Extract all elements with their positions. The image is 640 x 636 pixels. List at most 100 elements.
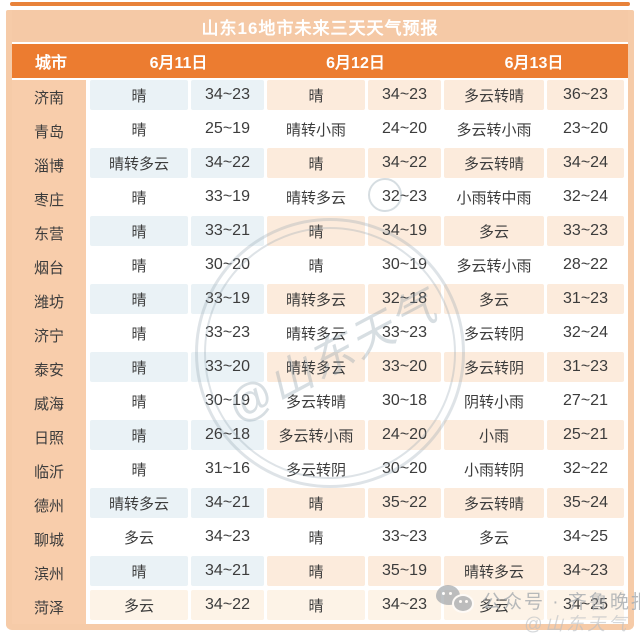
temp-range-cell: 34~21 (191, 488, 264, 518)
table-row: 晴转多云 34~22 晴 34~22 多云转晴 34~24 (90, 148, 628, 178)
table-row: 多云 34~22 晴 34~23 多云 34~25 (90, 590, 628, 620)
table-row: 晴 33~19 晴转多云 32~23 小雨转中雨 32~24 (90, 182, 628, 212)
temp-range-cell: 31~23 (547, 284, 624, 314)
weather-cell: 晴转多云 (267, 284, 365, 314)
weather-cell: 晴 (131, 189, 147, 207)
weather-cell: 多云 (123, 529, 154, 547)
temp-range-cell: 34~22 (368, 148, 441, 178)
temp-range-cell: 30~19 (205, 392, 250, 409)
table-row: 晴 33~23 晴转多云 33~23 多云转阴 32~24 (90, 318, 628, 348)
weather-cell: 晴 (308, 529, 324, 547)
city-cell: 威海 (33, 395, 64, 413)
table-row: 晴转多云 34~21 晴 35~22 多云转晴 35~24 (90, 488, 628, 518)
temp-range-cell: 34~22 (191, 590, 264, 620)
table-row: 晴 33~21 晴 34~19 多云 33~23 (90, 216, 628, 246)
weather-cell: 多云 (444, 216, 544, 246)
temp-range-cell: 35~22 (368, 488, 441, 518)
temp-range-cell: 30~20 (382, 460, 427, 477)
weather-cell: 多云转小雨 (456, 257, 532, 275)
weather-cell: 晴 (90, 420, 188, 450)
weather-cell: 多云转阴 (285, 461, 346, 479)
city-cell: 临沂 (33, 463, 64, 481)
weather-cell: 晴 (308, 257, 324, 275)
temp-range-cell: 33~19 (205, 188, 250, 205)
city-cell: 聊城 (33, 531, 64, 549)
weather-cell: 晴 (131, 121, 147, 139)
city-cell: 德州 (33, 497, 64, 515)
table-row: 晴 33~19 晴转多云 32~18 多云 31~23 (90, 284, 628, 314)
table-row: 晴 31~16 多云转阴 30~20 小雨转阴 32~22 (90, 454, 628, 484)
temp-range-cell: 33~23 (205, 324, 250, 341)
temp-range-cell: 32~22 (563, 460, 608, 477)
temp-range-cell: 34~23 (547, 556, 624, 586)
city-cell: 烟台 (33, 259, 64, 277)
weather-cell: 晴转多云 (267, 352, 365, 382)
temp-range-cell: 33~23 (382, 528, 427, 545)
table-body: 济南 青岛 淄博 枣庄 东营 烟台 潍坊 济宁 泰安 威海 日照 临沂 德州 聊城 滨州 菏泽 晴 34~23 晴… (12, 78, 628, 624)
weather-cell: 多云 (478, 529, 509, 547)
city-cell: 青岛 (33, 123, 64, 141)
city-cell: 潍坊 (33, 293, 64, 311)
city-cell: 枣庄 (33, 191, 64, 209)
weather-cell: 晴转多云 (444, 556, 544, 586)
temp-range-cell: 34~23 (191, 80, 264, 110)
temp-range-cell: 34~23 (368, 80, 441, 110)
temp-range-cell: 32~24 (563, 324, 608, 341)
temp-range-cell: 36~23 (547, 80, 624, 110)
weather-cell: 晴转多云 (90, 488, 188, 518)
table-row: 晴 25~19 晴转小雨 24~20 多云转小雨 23~20 (90, 114, 628, 144)
weather-cell: 多云 (90, 590, 188, 620)
temp-range-cell: 28~22 (563, 256, 608, 273)
weather-cell: 晴 (267, 80, 365, 110)
temp-range-cell: 32~18 (368, 284, 441, 314)
table-row: 晴 30~20 晴 30~19 多云转小雨 28~22 (90, 250, 628, 280)
table-header-row: 城市 6月11日 6月12日 6月13日 (12, 44, 628, 78)
weather-cell: 多云转晴 (444, 488, 544, 518)
temp-range-cell: 33~19 (191, 284, 264, 314)
weather-cell: 晴 (90, 80, 188, 110)
weather-cell: 多云转小雨 (456, 121, 532, 139)
city-column: 济南 青岛 淄博 枣庄 东营 烟台 潍坊 济宁 泰安 威海 日照 临沂 德州 聊城 滨州 菏泽 (12, 80, 86, 624)
table-row: 晴 34~21 晴 35~19 晴转多云 34~23 (90, 556, 628, 586)
temp-range-cell: 34~23 (368, 590, 441, 620)
temp-range-cell: 35~24 (547, 488, 624, 518)
city-cell: 济南 (33, 89, 64, 107)
temp-range-cell: 33~20 (191, 352, 264, 382)
weather-cell: 多云 (444, 590, 544, 620)
temp-range-cell: 24~20 (368, 420, 441, 450)
header-date-1: 6月11日 (149, 55, 208, 72)
weather-cell: 小雨转中雨 (456, 189, 532, 207)
city-cell: 日照 (33, 429, 64, 447)
header-date-3: 6月13日 (504, 55, 564, 72)
weather-cell: 晴 (90, 216, 188, 246)
weather-cell: 晴 (267, 216, 365, 246)
header-date-2: 6月12日 (326, 55, 385, 72)
data-columns: 晴 34~23 晴 34~23 多云转晴 36~23 晴 25~19 晴转小雨 24~20 多云转小… (90, 80, 628, 624)
temp-range-cell: 27~21 (563, 392, 608, 409)
weather-cell: 晴 (131, 257, 147, 275)
temp-range-cell: 30~19 (382, 256, 427, 273)
weather-forecast-table: 山东16地市未来三天天气预报 城市 6月11日 6月12日 6月13日 济南 青岛… (6, 10, 634, 630)
table-row: 晴 33~20 晴转多云 33~20 多云转阴 31~23 (90, 352, 628, 382)
weather-cell: 多云转小雨 (267, 420, 365, 450)
weather-cell: 多云转阴 (463, 325, 524, 343)
city-cell: 济宁 (33, 327, 64, 345)
temp-range-cell: 34~23 (205, 528, 250, 545)
temp-range-cell: 34~19 (368, 216, 441, 246)
table-row: 晴 26~18 多云转小雨 24~20 小雨 25~21 (90, 420, 628, 450)
temp-range-cell: 33~23 (547, 216, 624, 246)
temp-range-cell: 34~25 (563, 528, 608, 545)
weather-cell: 晴 (90, 556, 188, 586)
weather-cell: 多云转晴 (444, 80, 544, 110)
weather-cell: 晴转小雨 (285, 121, 346, 139)
temp-range-cell: 33~23 (382, 324, 427, 341)
weather-cell: 晴 (267, 556, 365, 586)
temp-range-cell: 33~20 (368, 352, 441, 382)
weather-cell: 多云转晴 (285, 393, 346, 411)
temp-range-cell: 31~16 (205, 460, 250, 477)
weather-cell: 晴 (131, 393, 147, 411)
weather-cell: 晴 (267, 488, 365, 518)
city-cell: 东营 (33, 225, 64, 243)
city-cell: 滨州 (33, 565, 64, 583)
temp-range-cell: 30~20 (205, 256, 250, 273)
